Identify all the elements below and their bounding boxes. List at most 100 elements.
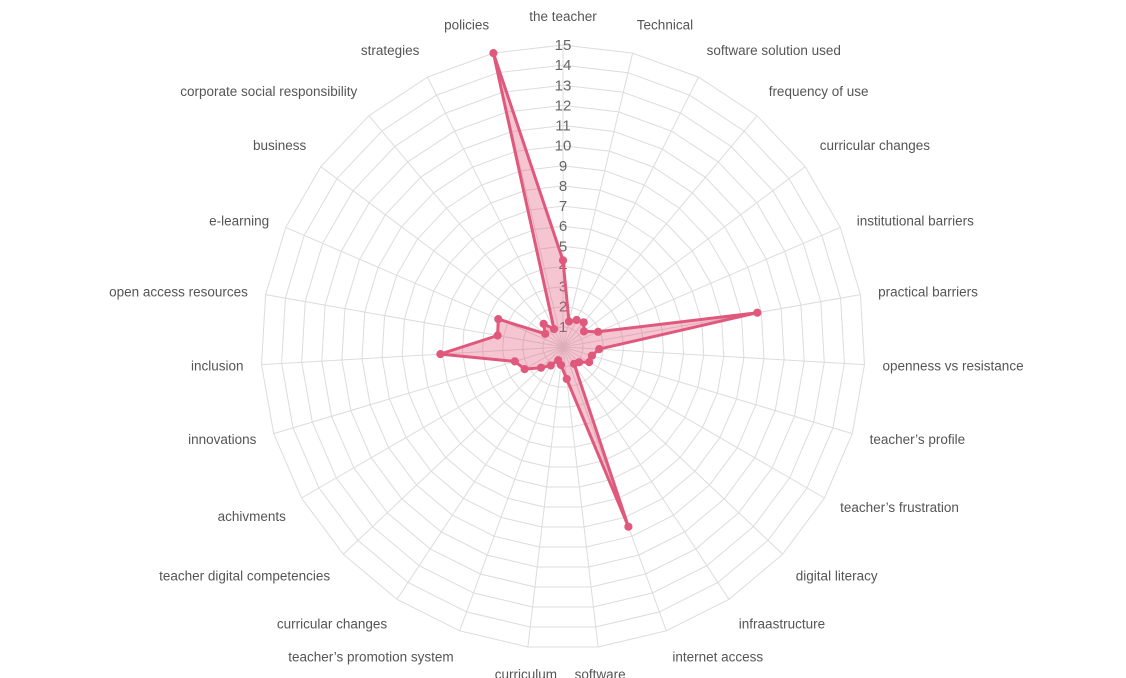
data-point[interactable] [564,317,574,326]
axis-spoke [261,346,564,366]
data-point[interactable] [579,327,589,336]
data-point[interactable] [753,308,762,317]
category-label: teacher’s frustration [840,500,959,515]
tick-label: 11 [555,118,571,135]
data-point[interactable] [585,358,594,367]
category-label: achivments [218,509,287,524]
tick-label: 13 [555,77,572,94]
category-label: openness vs resistance [883,359,1024,374]
category-label: business [253,138,307,153]
category-labels: the teacher Technical software solution us… [109,9,1024,678]
data-point[interactable] [539,319,548,328]
data-point[interactable] [489,49,498,58]
radial-tick-labels: 123456789101112131415 [555,37,572,336]
tick-label: 3 [559,279,567,296]
tick-label: 9 [559,158,567,175]
category-label: inclusion [191,359,244,374]
data-point[interactable] [572,315,581,325]
tick-label: 14 [555,57,572,74]
grid-ring [341,124,785,568]
category-label: curriculum [495,667,557,678]
radar-grid [260,44,866,648]
category-label: internet access [672,650,763,665]
category-label: teacher’s profile [870,432,966,447]
axis-spoke [320,166,564,348]
axis-spoke [301,346,564,499]
tick-label: 8 [559,178,567,195]
grid-ring [281,64,845,628]
category-label: policies [444,18,489,33]
grid-ring [321,104,805,588]
axis-spoke [562,346,825,499]
axis-spoke [527,346,564,648]
data-point[interactable] [546,361,555,370]
grid-ring [361,145,765,548]
axis-spoke [427,76,564,348]
data-point[interactable] [494,315,503,324]
category-label: corporate social responsibility [180,84,357,99]
tick-label: 5 [559,238,567,255]
category-label: e-learning [209,213,269,228]
category-label: curricular changes [820,138,931,153]
data-point[interactable] [536,363,546,372]
category-label: Technical [637,18,693,33]
category-label: teacher digital competencies [159,569,330,584]
data-point[interactable] [558,256,568,265]
axis-spoke [396,346,564,600]
category-label: practical barriers [878,284,978,299]
tick-label: 1 [559,319,567,336]
axis-spoke [342,346,564,555]
grid-ring [441,225,685,468]
grid-ring [502,286,624,408]
data-point[interactable] [493,331,502,340]
category-label: frequency of use [769,84,869,99]
tick-label: 15 [555,37,572,54]
grid-ring [301,84,825,608]
grid-ring [482,265,644,428]
data-point[interactable] [570,359,579,368]
axis-spoke [562,346,865,366]
category-label: strategies [361,43,420,58]
data-point[interactable] [541,329,550,338]
tick-label: 2 [559,299,567,316]
tick-label: 6 [559,218,567,235]
axis-spoke [562,346,730,600]
grid-ring [381,165,745,528]
axis-spoke [285,226,564,348]
category-label: software solution used [707,43,841,58]
axis-spoke [562,346,853,435]
axis-spoke [265,294,564,348]
data-point[interactable] [520,365,529,374]
axis-spoke [459,346,564,631]
category-label: institutional barriers [857,213,974,228]
axis-spoke [562,346,784,555]
axis-spoke [562,115,758,348]
category-label: teacher’s promotion system [288,650,453,665]
category-label: software [575,667,626,678]
category-label: curricular changes [277,616,388,631]
series-area [438,51,759,529]
grid-ring [421,205,705,488]
axis-spoke [562,294,861,348]
data-point[interactable] [510,357,519,366]
data-point[interactable] [594,327,603,336]
data-point[interactable] [436,350,445,359]
radar-series [436,49,762,531]
data-point[interactable] [562,374,571,384]
grid-ring [260,44,866,648]
data-point[interactable] [579,318,588,327]
data-point[interactable] [624,522,633,531]
tick-label: 7 [559,198,567,215]
data-point[interactable] [549,324,559,334]
data-point[interactable] [595,345,604,354]
axis-spoke [368,115,564,348]
data-point[interactable] [554,356,563,365]
category-label: innovations [188,432,257,447]
grid-ring [461,245,665,448]
axis-spoke [562,166,806,348]
grid-ring [401,185,725,508]
axis-spoke [562,346,599,648]
axis-spoke [562,52,634,348]
axis-spoke [562,76,699,348]
